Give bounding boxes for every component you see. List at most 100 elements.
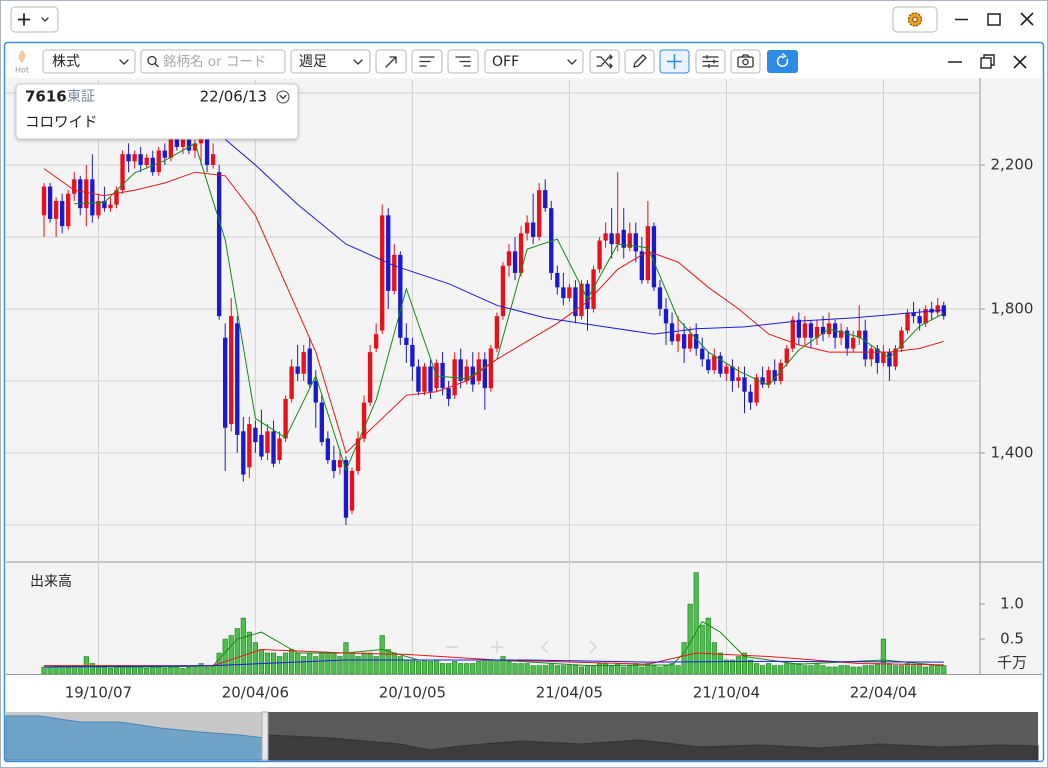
volume-bar: [107, 668, 114, 674]
volume-bar: [747, 659, 754, 674]
volume-bar: [711, 642, 717, 674]
volume-bar: [349, 652, 355, 674]
align-left-button[interactable]: [411, 49, 443, 74]
candle-body: [126, 154, 131, 162]
volume-bar: [566, 665, 572, 674]
x-tick-label: 20/10/05: [379, 684, 446, 702]
candle-body: [265, 431, 270, 453]
candle-body: [796, 319, 802, 338]
shuffle-button[interactable]: [589, 49, 620, 74]
candle-body: [198, 136, 204, 144]
volume-bar: [47, 666, 53, 674]
mode-value: OFF: [492, 54, 519, 70]
candle-body: [851, 337, 856, 349]
maximize-button[interactable]: [987, 13, 1001, 26]
candle-body: [319, 402, 324, 443]
moving-average-line: [43, 168, 944, 454]
candle-body: [591, 269, 596, 309]
volume-bar: [168, 666, 174, 674]
candle-body: [410, 344, 415, 367]
market-select[interactable]: 株式: [42, 49, 136, 74]
snapshot-button[interactable]: [730, 49, 761, 74]
range-navigator[interactable]: [5, 711, 1039, 761]
close-button[interactable]: [1020, 12, 1034, 26]
draw-button[interactable]: [624, 49, 655, 74]
volume-bar: [935, 665, 941, 674]
volume-bar: [524, 663, 530, 674]
candle-body: [561, 287, 566, 299]
candle-body: [808, 323, 814, 338]
candle-body: [899, 330, 904, 349]
candle-body: [150, 157, 155, 173]
crosshair-button[interactable]: [659, 49, 690, 74]
volume-bar: [627, 665, 633, 674]
volume-bar: [904, 663, 911, 674]
search-box[interactable]: 銘柄名 or コード: [140, 49, 286, 74]
candle-body: [66, 193, 71, 227]
mode-select[interactable]: OFF: [484, 49, 584, 74]
volume-bar: [778, 665, 784, 674]
volume-bar: [283, 652, 289, 674]
price-plot: [41, 125, 946, 525]
volume-bar: [597, 663, 603, 674]
volume-bar: [409, 659, 415, 674]
y-tick-label: 1,800: [991, 299, 1034, 317]
volume-bar: [210, 665, 216, 674]
candle-body: [615, 233, 620, 245]
candle-body: [446, 388, 451, 399]
candle-body: [772, 370, 777, 381]
candle-body: [935, 305, 940, 313]
panel-close[interactable]: [1013, 55, 1027, 69]
volume-bar: [874, 663, 880, 674]
hot-button[interactable]: Hot: [15, 50, 29, 75]
volume-bar: [144, 668, 150, 674]
candle-body: [53, 200, 59, 219]
volume-bar: [868, 665, 874, 674]
indicator-button[interactable]: [695, 49, 726, 74]
volume-bar: [578, 666, 585, 674]
volume-bar: [391, 652, 397, 674]
volume-bar: [385, 649, 391, 674]
volume-bar: [808, 665, 814, 674]
date: 22/06/13: [200, 88, 267, 106]
volume-bar: [844, 665, 850, 674]
candle-body: [174, 136, 180, 147]
volume-bar: [464, 663, 470, 674]
zoom-controls[interactable]: [446, 640, 598, 654]
interval-value: 週足: [299, 54, 327, 70]
candle-body: [271, 431, 276, 464]
candle-body: [911, 312, 916, 317]
volume-bar: [741, 652, 748, 674]
volume-bar: [397, 656, 403, 674]
volume-bar: [530, 665, 536, 674]
candle-body: [802, 323, 808, 338]
candle-body: [373, 334, 379, 349]
candle-body: [223, 337, 228, 428]
add-button[interactable]: [10, 6, 59, 33]
volume-bar: [542, 665, 548, 674]
trendline-button[interactable]: [375, 49, 407, 74]
panel-restore[interactable]: [980, 54, 995, 69]
volume-bar: [820, 665, 826, 674]
volume-bar: [832, 666, 838, 674]
align-right-button[interactable]: [447, 49, 479, 74]
expand-button[interactable]: [276, 90, 290, 104]
volume-bar: [162, 668, 168, 674]
candle-body: [59, 200, 65, 227]
interval-select[interactable]: 週足: [290, 49, 371, 74]
volume-bar: [403, 659, 409, 674]
volume-bar: [343, 642, 349, 674]
volume-bar: [174, 666, 180, 674]
candle-body: [343, 460, 349, 518]
volume-bar: [476, 661, 482, 674]
candle-body: [283, 398, 288, 439]
volume-bar: [433, 659, 440, 674]
volume-bar: [500, 656, 506, 674]
volume-bar: [240, 617, 246, 674]
info-tooltip: 7616 東証 22/06/13 コロワイド: [15, 83, 299, 140]
candle-body: [549, 208, 554, 273]
candle-body: [712, 355, 717, 371]
refresh-button[interactable]: [767, 50, 798, 73]
volume-bar: [609, 665, 615, 674]
settings-button[interactable]: [892, 6, 938, 33]
